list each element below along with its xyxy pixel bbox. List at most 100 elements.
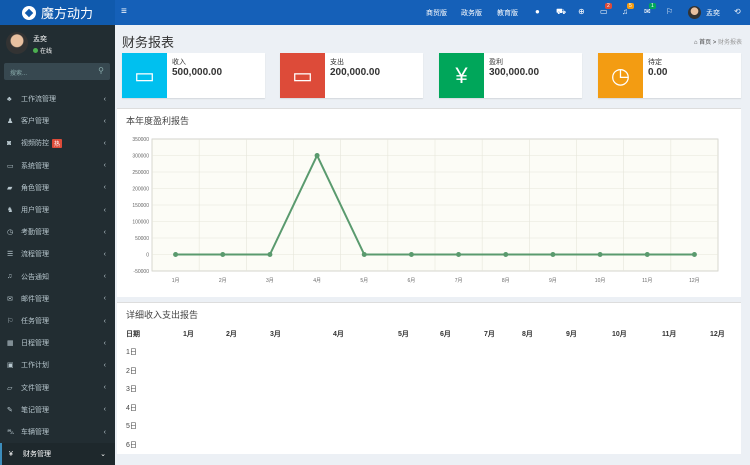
data-point [267, 252, 273, 257]
messages-icon[interactable]: ▭ 2 [600, 3, 612, 16]
chevron-left-icon: ‹ [103, 295, 106, 303]
profit-chart-panel: 本年度盈利报告 350000 300000 250000 200000 150000 10… [117, 108, 741, 297]
sidebar-item[interactable]: ♫ 公告通知 ‹ [0, 266, 115, 288]
sidebar-item[interactable]: ♞ 用户管理 ‹ [0, 199, 115, 221]
sidebar-item[interactable]: ¥ 财务管理 ⌄ [0, 443, 115, 465]
table-header: 10月 [612, 331, 627, 338]
data-point [503, 252, 509, 257]
table-header: 6月 [440, 331, 451, 338]
online-dot-icon [33, 48, 38, 53]
table-header: 11月 [662, 331, 677, 338]
x-tick-label: 3月 [266, 278, 274, 284]
sidebar-item-label: 视频防控 [21, 140, 49, 148]
clock-icon: ◷ [598, 53, 643, 98]
sidebar-item[interactable]: ☰ 流程管理 ‹ [0, 243, 115, 265]
yen-icon: ¥ [9, 450, 13, 458]
flag-icon[interactable]: ⚐ [666, 7, 674, 16]
cart-icon[interactable]: ⛟ [556, 7, 567, 16]
data-point [691, 252, 697, 257]
x-tick-label: 4月 [313, 278, 321, 284]
x-tick-label: 11月 [642, 278, 652, 284]
sidebar-item[interactable]: ▭ 系统管理 ‹ [0, 155, 115, 177]
status-text: 在线 [40, 49, 53, 55]
sidebar-item[interactable]: ▣ 工作计划 ‹ [0, 354, 115, 376]
table-row-date: 2日 [126, 367, 137, 375]
chevron-left-icon: ‹ [103, 117, 106, 125]
sidebar-item-label: 车辆管理 [21, 429, 49, 436]
chevron-left-icon: ‹ [103, 339, 106, 347]
chevron-left-icon: ‹ [103, 406, 106, 414]
settings-icon[interactable]: ⟲ [734, 7, 741, 16]
sidebar-item[interactable]: ♣ 工作流管理 ‹ [0, 88, 115, 110]
nav-link-trade[interactable]: 商贸版 [426, 10, 447, 17]
sidebar-item[interactable]: ◙ 视频防控热 ‹ [0, 132, 115, 154]
users-icon: ♞ [7, 207, 14, 214]
logo[interactable]: 魔方动力 [0, 0, 115, 25]
sidebar-item[interactable]: ◷ 考勤管理 ‹ [0, 221, 115, 243]
sidebar-search-input[interactable]: 搜索... ⚲ [4, 63, 110, 80]
x-tick-label: 8月 [502, 278, 510, 284]
sidebar-item-label: 系统管理 [21, 162, 49, 170]
bell-icon: ♫ [7, 273, 13, 281]
chevron-left-icon: ‹ [103, 250, 106, 258]
sidebar-item[interactable]: ▰ 角色管理 ‹ [0, 177, 115, 199]
top-navbar: 魔方动力 ≡ 商贸版 政务版 教育版 ● ⛟ ⊕ ▭ 2 ♫ 5 ✉ 1 ⚐ 孟奕 ⟲ [0, 0, 750, 25]
sidebar-item-label: 财务管理 [23, 451, 51, 459]
sidebar-item[interactable]: ✎ 笔记管理 ‹ [0, 399, 115, 421]
table-header: 5月 [398, 331, 409, 338]
search-icon[interactable]: ⚲ [98, 66, 104, 75]
x-tick-label: 7月 [455, 278, 463, 284]
menu-toggle-icon[interactable]: ≡ [121, 6, 127, 17]
data-point [220, 252, 226, 257]
stat-box: ▭ 收入 500,000.00 [122, 53, 265, 98]
x-tick-label: 2月 [219, 278, 227, 284]
envelope-icon[interactable]: ✉ 1 [644, 3, 656, 16]
y-tick-label: 300000 [132, 154, 149, 160]
data-point [597, 252, 603, 257]
nav-link-edu[interactable]: 教育版 [497, 10, 518, 17]
table-header: 8月 [522, 331, 533, 338]
bell-icon[interactable]: ♫ 5 [622, 3, 634, 16]
tasks-badge: 1 [649, 3, 656, 9]
stat-label: 盈利 [489, 59, 503, 66]
page-title: 财务报表 [122, 35, 175, 50]
sidebar-item[interactable]: ▦ 日程管理 ‹ [0, 332, 115, 354]
calendar-check-icon: ▣ [7, 362, 14, 370]
y-tick-label: 0 [146, 253, 149, 259]
sidebar-item[interactable]: ♟ 客户管理 ‹ [0, 110, 115, 132]
x-tick-label: 6月 [408, 278, 416, 284]
chevron-left-icon: ‹ [103, 184, 106, 192]
flag-icon: ⚐ [7, 318, 14, 325]
sidebar-item[interactable]: ⛍ 车辆管理 ‹ [0, 421, 115, 443]
user-name[interactable]: 孟奕 [706, 10, 720, 17]
sidebar-item[interactable]: ▱ 文件管理 ‹ [0, 377, 115, 399]
plus-circle-icon[interactable]: ⊕ [578, 7, 585, 16]
qq-icon[interactable]: ● [535, 7, 540, 16]
nav-link-gov[interactable]: 政务版 [461, 10, 482, 17]
avatar [6, 32, 28, 54]
chevron-left-icon: ‹ [103, 206, 106, 214]
sidebar-item[interactable]: ⚐ 任务管理 ‹ [0, 310, 115, 332]
envelope-icon: ✉ [7, 295, 13, 303]
table-row-date: 5日 [126, 423, 137, 431]
hot-badge: 热 [52, 138, 63, 148]
clock-icon: ◷ [7, 229, 14, 237]
breadcrumb-home[interactable]: 首页 [699, 40, 712, 46]
data-point [361, 252, 367, 257]
user-status: 在线 [33, 46, 52, 55]
panel-title: 详细收入支出报告 [126, 310, 199, 320]
y-tick-label: 200000 [132, 187, 149, 193]
chevron-left-icon: ‹ [103, 95, 106, 103]
app-name: 魔方动力 [40, 6, 93, 21]
stat-value: 200,000.00 [330, 67, 381, 78]
sidebar-item[interactable]: ✉ 邮件管理 ‹ [0, 288, 115, 310]
sidebar-item-label: 任务管理 [21, 318, 49, 325]
chevron-down-icon: ⌄ [100, 451, 106, 459]
user-avatar[interactable] [688, 6, 701, 19]
x-tick-label: 9月 [549, 278, 557, 284]
stat-value: 300,000.00 [489, 67, 540, 78]
table-header: 3月 [270, 331, 281, 338]
table-header: 2月 [226, 331, 237, 338]
sidebar-item-label: 工作流管理 [21, 96, 56, 103]
stat-box: ¥ 盈利 300,000.00 [439, 53, 582, 98]
